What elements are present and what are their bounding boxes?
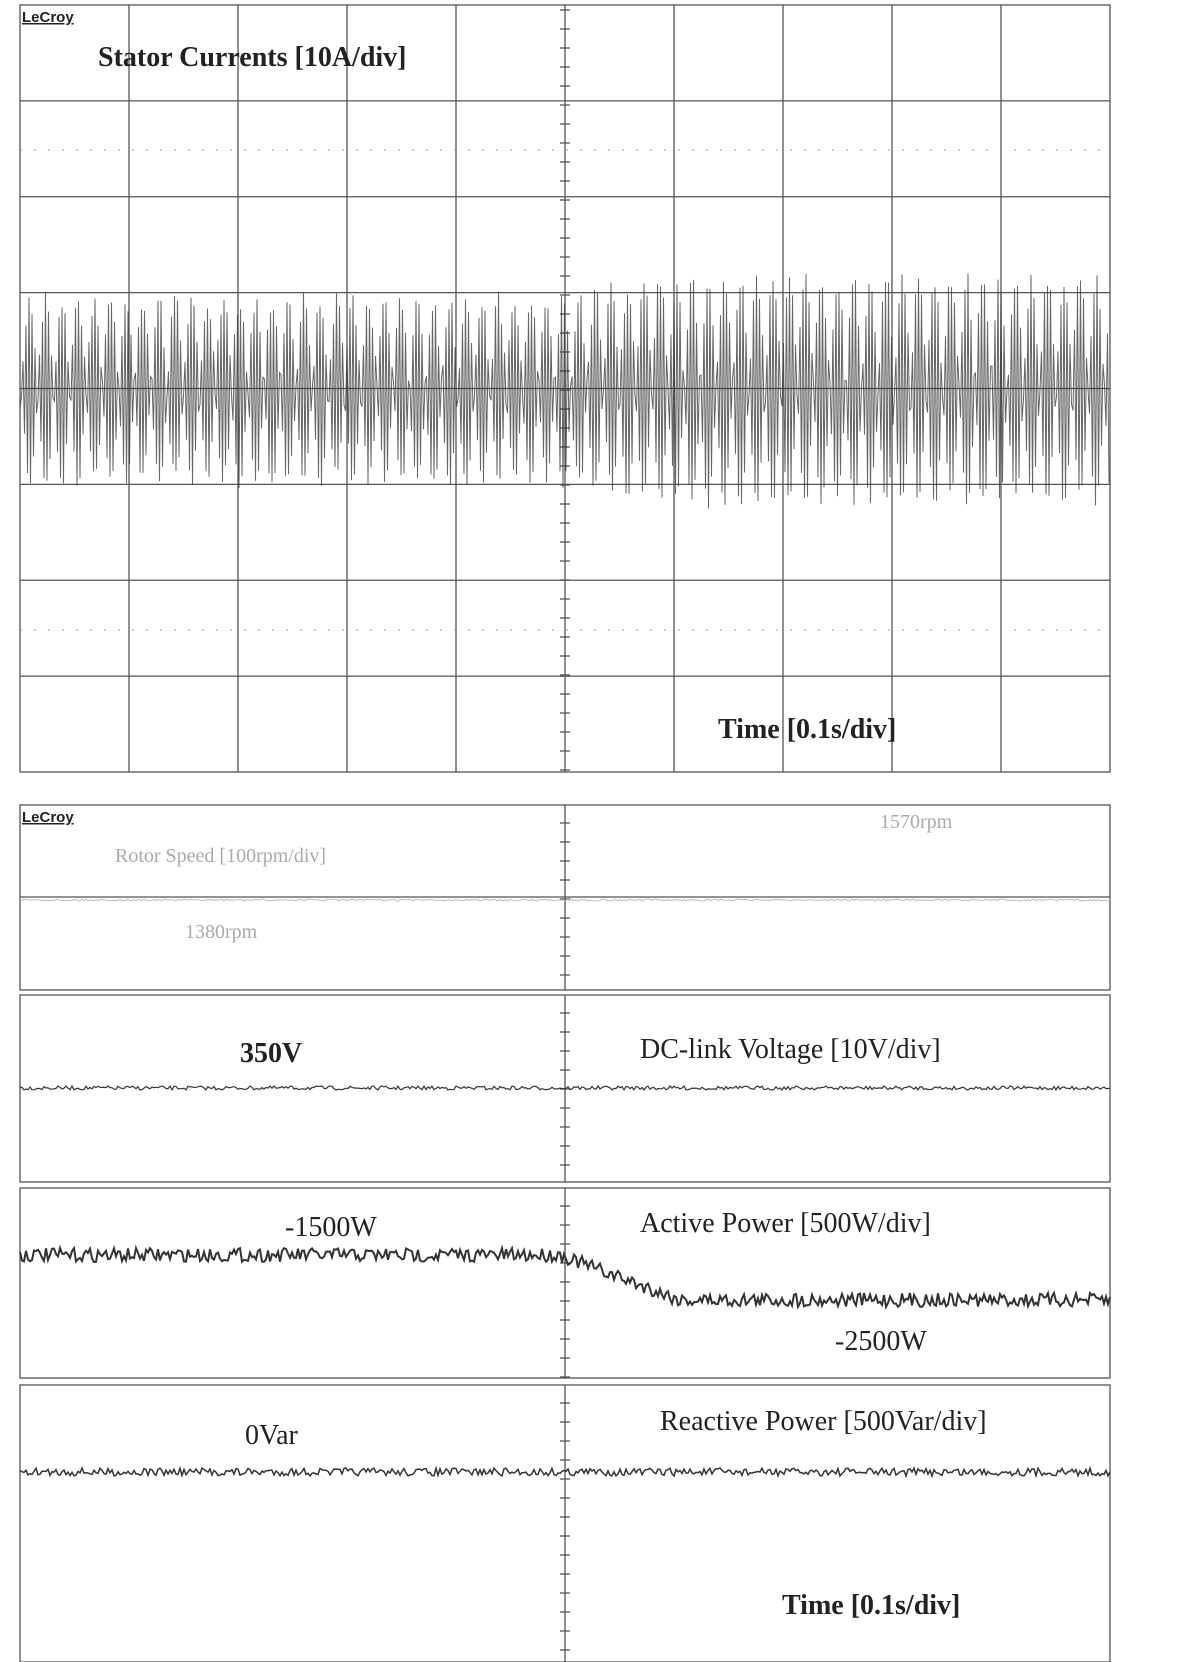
panel-title: Rotor Speed [100rpm/div] [115, 845, 326, 867]
screenshot: LeCroy Stator Currents [10A/div] Time [0… [0, 0, 1184, 1662]
panel-title: Reactive Power [500Var/div] [660, 1406, 987, 1437]
level-label: 0Var [245, 1420, 299, 1451]
page: LeCroy Stator Currents [10A/div] Time [0… [0, 0, 1184, 1662]
panel-title: Stator Currents [10A/div] [98, 42, 407, 73]
brand: LeCroy [22, 809, 74, 826]
level-label: 1380rpm [185, 921, 258, 943]
level-label: -1500W [285, 1212, 377, 1243]
time-label: Time [0.1s/div] [718, 714, 896, 745]
time-label: Time [0.1s/div] [782, 1590, 960, 1621]
level-label: 1570rpm [880, 811, 953, 833]
level-label: 350V [240, 1038, 302, 1069]
panel-title: DC-link Voltage [10V/div] [640, 1034, 941, 1065]
brand: LeCroy [22, 9, 74, 26]
level-label: -2500W [835, 1326, 927, 1357]
panel-title: Active Power [500W/div] [640, 1208, 931, 1239]
